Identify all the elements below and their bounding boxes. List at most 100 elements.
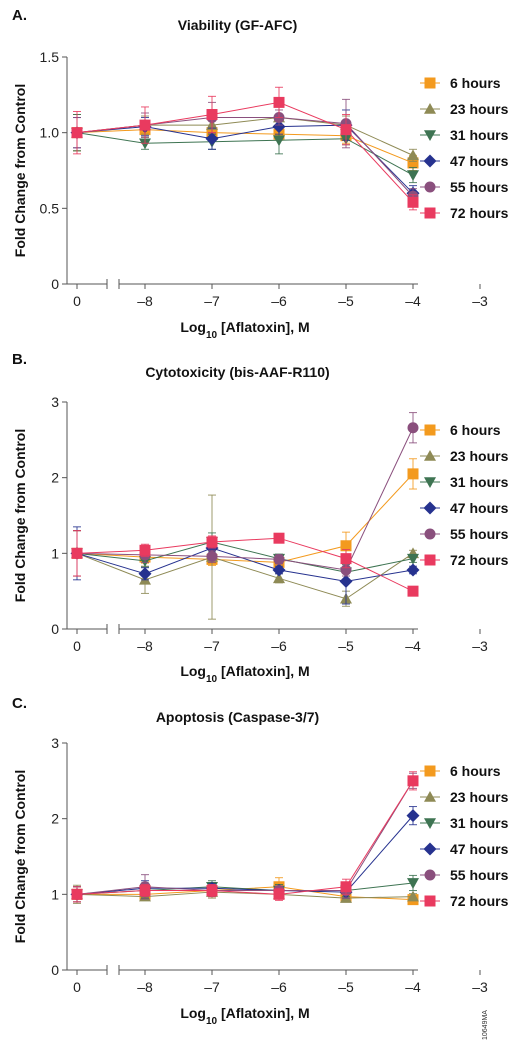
x-tick-label: –6 bbox=[271, 638, 287, 654]
data-point bbox=[272, 120, 286, 134]
panel-letter: A. bbox=[12, 7, 27, 24]
x-tick-label: 0 bbox=[73, 979, 81, 995]
legend-entry: 55 hours bbox=[420, 179, 509, 195]
legend-entry: 6 hours bbox=[420, 422, 501, 438]
x-tick-label: –5 bbox=[338, 293, 354, 309]
legend-marker bbox=[424, 130, 436, 141]
data-point bbox=[273, 888, 285, 900]
x-axis-label: Log10 [Aflatoxin], M bbox=[180, 319, 309, 341]
chart-title: Cytotoxicity (bis-AAF-R110) bbox=[145, 364, 329, 380]
y-tick-label: 3 bbox=[51, 735, 59, 751]
series-23-hours bbox=[71, 494, 419, 620]
y-axis-label: Fold Change from Control bbox=[12, 770, 28, 943]
figure-id-text: 10649MA bbox=[482, 1010, 489, 1040]
y-tick-label: 1.0 bbox=[40, 125, 60, 141]
legend-entry: 31 hours bbox=[420, 815, 509, 831]
legend-marker bbox=[424, 554, 436, 566]
data-point bbox=[407, 878, 419, 889]
y-tick-label: 1 bbox=[51, 545, 59, 561]
series-55-hours bbox=[71, 772, 419, 903]
data-point bbox=[206, 550, 218, 562]
legend-entry: 55 hours bbox=[420, 867, 509, 883]
series-line bbox=[76, 815, 414, 895]
legend-marker bbox=[423, 501, 437, 515]
legend-label: 72 hours bbox=[450, 552, 509, 568]
series-31-hours bbox=[71, 530, 419, 581]
legend-label: 23 hours bbox=[450, 448, 509, 464]
series-line bbox=[76, 541, 414, 573]
data-point bbox=[138, 567, 152, 581]
data-point bbox=[406, 809, 420, 823]
legend-marker bbox=[424, 818, 436, 829]
series-line bbox=[76, 101, 414, 203]
x-tick-label: –4 bbox=[405, 979, 421, 995]
x-tick-label: –5 bbox=[338, 979, 354, 995]
legend-marker bbox=[424, 869, 436, 881]
legend-label: 72 hours bbox=[450, 893, 509, 909]
panel-letter: B. bbox=[12, 351, 27, 368]
series-line bbox=[76, 473, 414, 563]
legend-label: 55 hours bbox=[450, 526, 509, 542]
data-point bbox=[407, 553, 419, 565]
legend-entry: 72 hours bbox=[420, 552, 509, 568]
legend-marker bbox=[424, 450, 436, 461]
x-tick-label: 0 bbox=[73, 293, 81, 309]
series-line bbox=[76, 124, 414, 194]
data-point bbox=[273, 553, 285, 565]
series-line bbox=[76, 427, 414, 571]
legend-marker bbox=[424, 207, 436, 219]
legend-entry: 6 hours bbox=[420, 75, 501, 91]
legend-marker bbox=[424, 77, 436, 89]
series-line bbox=[76, 129, 414, 164]
chart-panel-a: A. Viability (GF-AFC) 0 0.5 1.0 1.5 Fold Chang… bbox=[12, 7, 509, 341]
legend-label: 6 hours bbox=[450, 763, 501, 779]
data-point bbox=[406, 563, 420, 577]
y-axis-label: Fold Change from Control bbox=[12, 429, 28, 602]
series-line bbox=[76, 132, 414, 176]
legend-label: 6 hours bbox=[450, 422, 501, 438]
data-point bbox=[272, 563, 286, 577]
panel-letter: C. bbox=[12, 695, 27, 712]
legend-label: 55 hours bbox=[450, 179, 509, 195]
y-tick-label: 0 bbox=[51, 962, 59, 978]
data-point bbox=[407, 149, 419, 161]
x-tick-label: –7 bbox=[204, 293, 220, 309]
legend-marker bbox=[424, 791, 436, 802]
series-47-hours bbox=[70, 526, 420, 605]
legend-entry: 31 hours bbox=[420, 474, 509, 490]
data-point bbox=[340, 553, 352, 565]
data-point bbox=[139, 138, 151, 150]
data-point bbox=[407, 422, 419, 434]
data-point bbox=[407, 468, 419, 480]
series-line bbox=[76, 780, 414, 895]
data-point bbox=[339, 574, 353, 588]
legend-entry: 47 hours bbox=[420, 500, 509, 516]
data-point bbox=[273, 532, 285, 544]
legend-marker bbox=[424, 528, 436, 540]
series-line bbox=[76, 552, 414, 600]
y-tick-label: 0.5 bbox=[40, 200, 60, 216]
x-tick-label: –3 bbox=[472, 638, 488, 654]
data-point bbox=[139, 885, 151, 897]
legend-entry: 47 hours bbox=[420, 841, 509, 857]
x-tick-label: –8 bbox=[137, 638, 153, 654]
series-line bbox=[76, 117, 414, 197]
legend-label: 23 hours bbox=[450, 789, 509, 805]
data-point bbox=[273, 96, 285, 108]
legend-marker bbox=[424, 477, 436, 488]
series-line bbox=[76, 547, 414, 582]
x-axis-label: Log10 [Aflatoxin], M bbox=[180, 1005, 309, 1027]
data-point bbox=[206, 109, 218, 121]
legend-label: 47 hours bbox=[450, 500, 509, 516]
x-tick-label: –6 bbox=[271, 293, 287, 309]
y-tick-label: 0 bbox=[51, 276, 59, 292]
x-tick-label: –4 bbox=[405, 638, 421, 654]
legend-marker bbox=[424, 103, 436, 114]
x-axis-label: Log10 [Aflatoxin], M bbox=[180, 663, 309, 685]
series-72-hours bbox=[71, 530, 419, 597]
series-line bbox=[76, 117, 414, 156]
legend-entry: 23 hours bbox=[420, 101, 509, 117]
legend-label: 6 hours bbox=[450, 75, 501, 91]
data-point bbox=[71, 127, 83, 139]
